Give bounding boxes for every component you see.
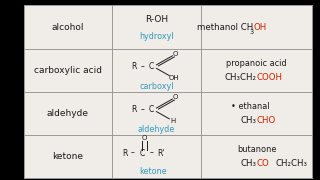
Text: CH₃: CH₃ bbox=[241, 116, 257, 125]
Text: –: – bbox=[150, 148, 154, 158]
Text: CH₃: CH₃ bbox=[241, 159, 257, 168]
Text: CO: CO bbox=[257, 159, 269, 168]
Text: CH₂CH₃: CH₂CH₃ bbox=[276, 159, 308, 168]
Text: O: O bbox=[173, 94, 178, 100]
Text: R: R bbox=[132, 105, 137, 114]
Text: butanone: butanone bbox=[237, 145, 276, 154]
Text: C: C bbox=[140, 148, 145, 158]
Text: C: C bbox=[149, 105, 154, 114]
Text: R-OH: R-OH bbox=[145, 15, 168, 24]
Text: –: – bbox=[131, 148, 134, 158]
Text: OH: OH bbox=[169, 75, 180, 81]
Text: ketone: ketone bbox=[140, 166, 167, 176]
Text: –: – bbox=[140, 62, 144, 71]
Text: hydroxyl: hydroxyl bbox=[139, 31, 174, 40]
Text: 3: 3 bbox=[249, 28, 253, 35]
Text: R': R' bbox=[157, 148, 165, 158]
Text: methanol CH: methanol CH bbox=[197, 22, 253, 32]
Text: OH: OH bbox=[253, 22, 267, 32]
Text: propanoic acid: propanoic acid bbox=[226, 58, 287, 68]
Text: COOH: COOH bbox=[257, 73, 283, 82]
Text: O: O bbox=[142, 135, 147, 141]
Text: • ethanal: • ethanal bbox=[231, 102, 269, 111]
Text: R: R bbox=[122, 148, 127, 158]
Text: aldehyde: aldehyde bbox=[47, 109, 89, 118]
Text: CHO: CHO bbox=[257, 116, 276, 125]
Text: alcohol: alcohol bbox=[52, 22, 84, 32]
Text: O: O bbox=[173, 51, 178, 57]
Text: aldehyde: aldehyde bbox=[138, 125, 175, 134]
Text: H: H bbox=[171, 118, 176, 124]
Text: –: – bbox=[140, 105, 144, 114]
Text: R: R bbox=[132, 62, 137, 71]
Text: ketone: ketone bbox=[52, 152, 84, 161]
Text: CH₃CH₂: CH₃CH₂ bbox=[225, 73, 257, 82]
Text: C: C bbox=[149, 62, 154, 71]
Text: carboxylic acid: carboxylic acid bbox=[34, 66, 102, 75]
Text: carboxyl: carboxyl bbox=[139, 82, 174, 91]
